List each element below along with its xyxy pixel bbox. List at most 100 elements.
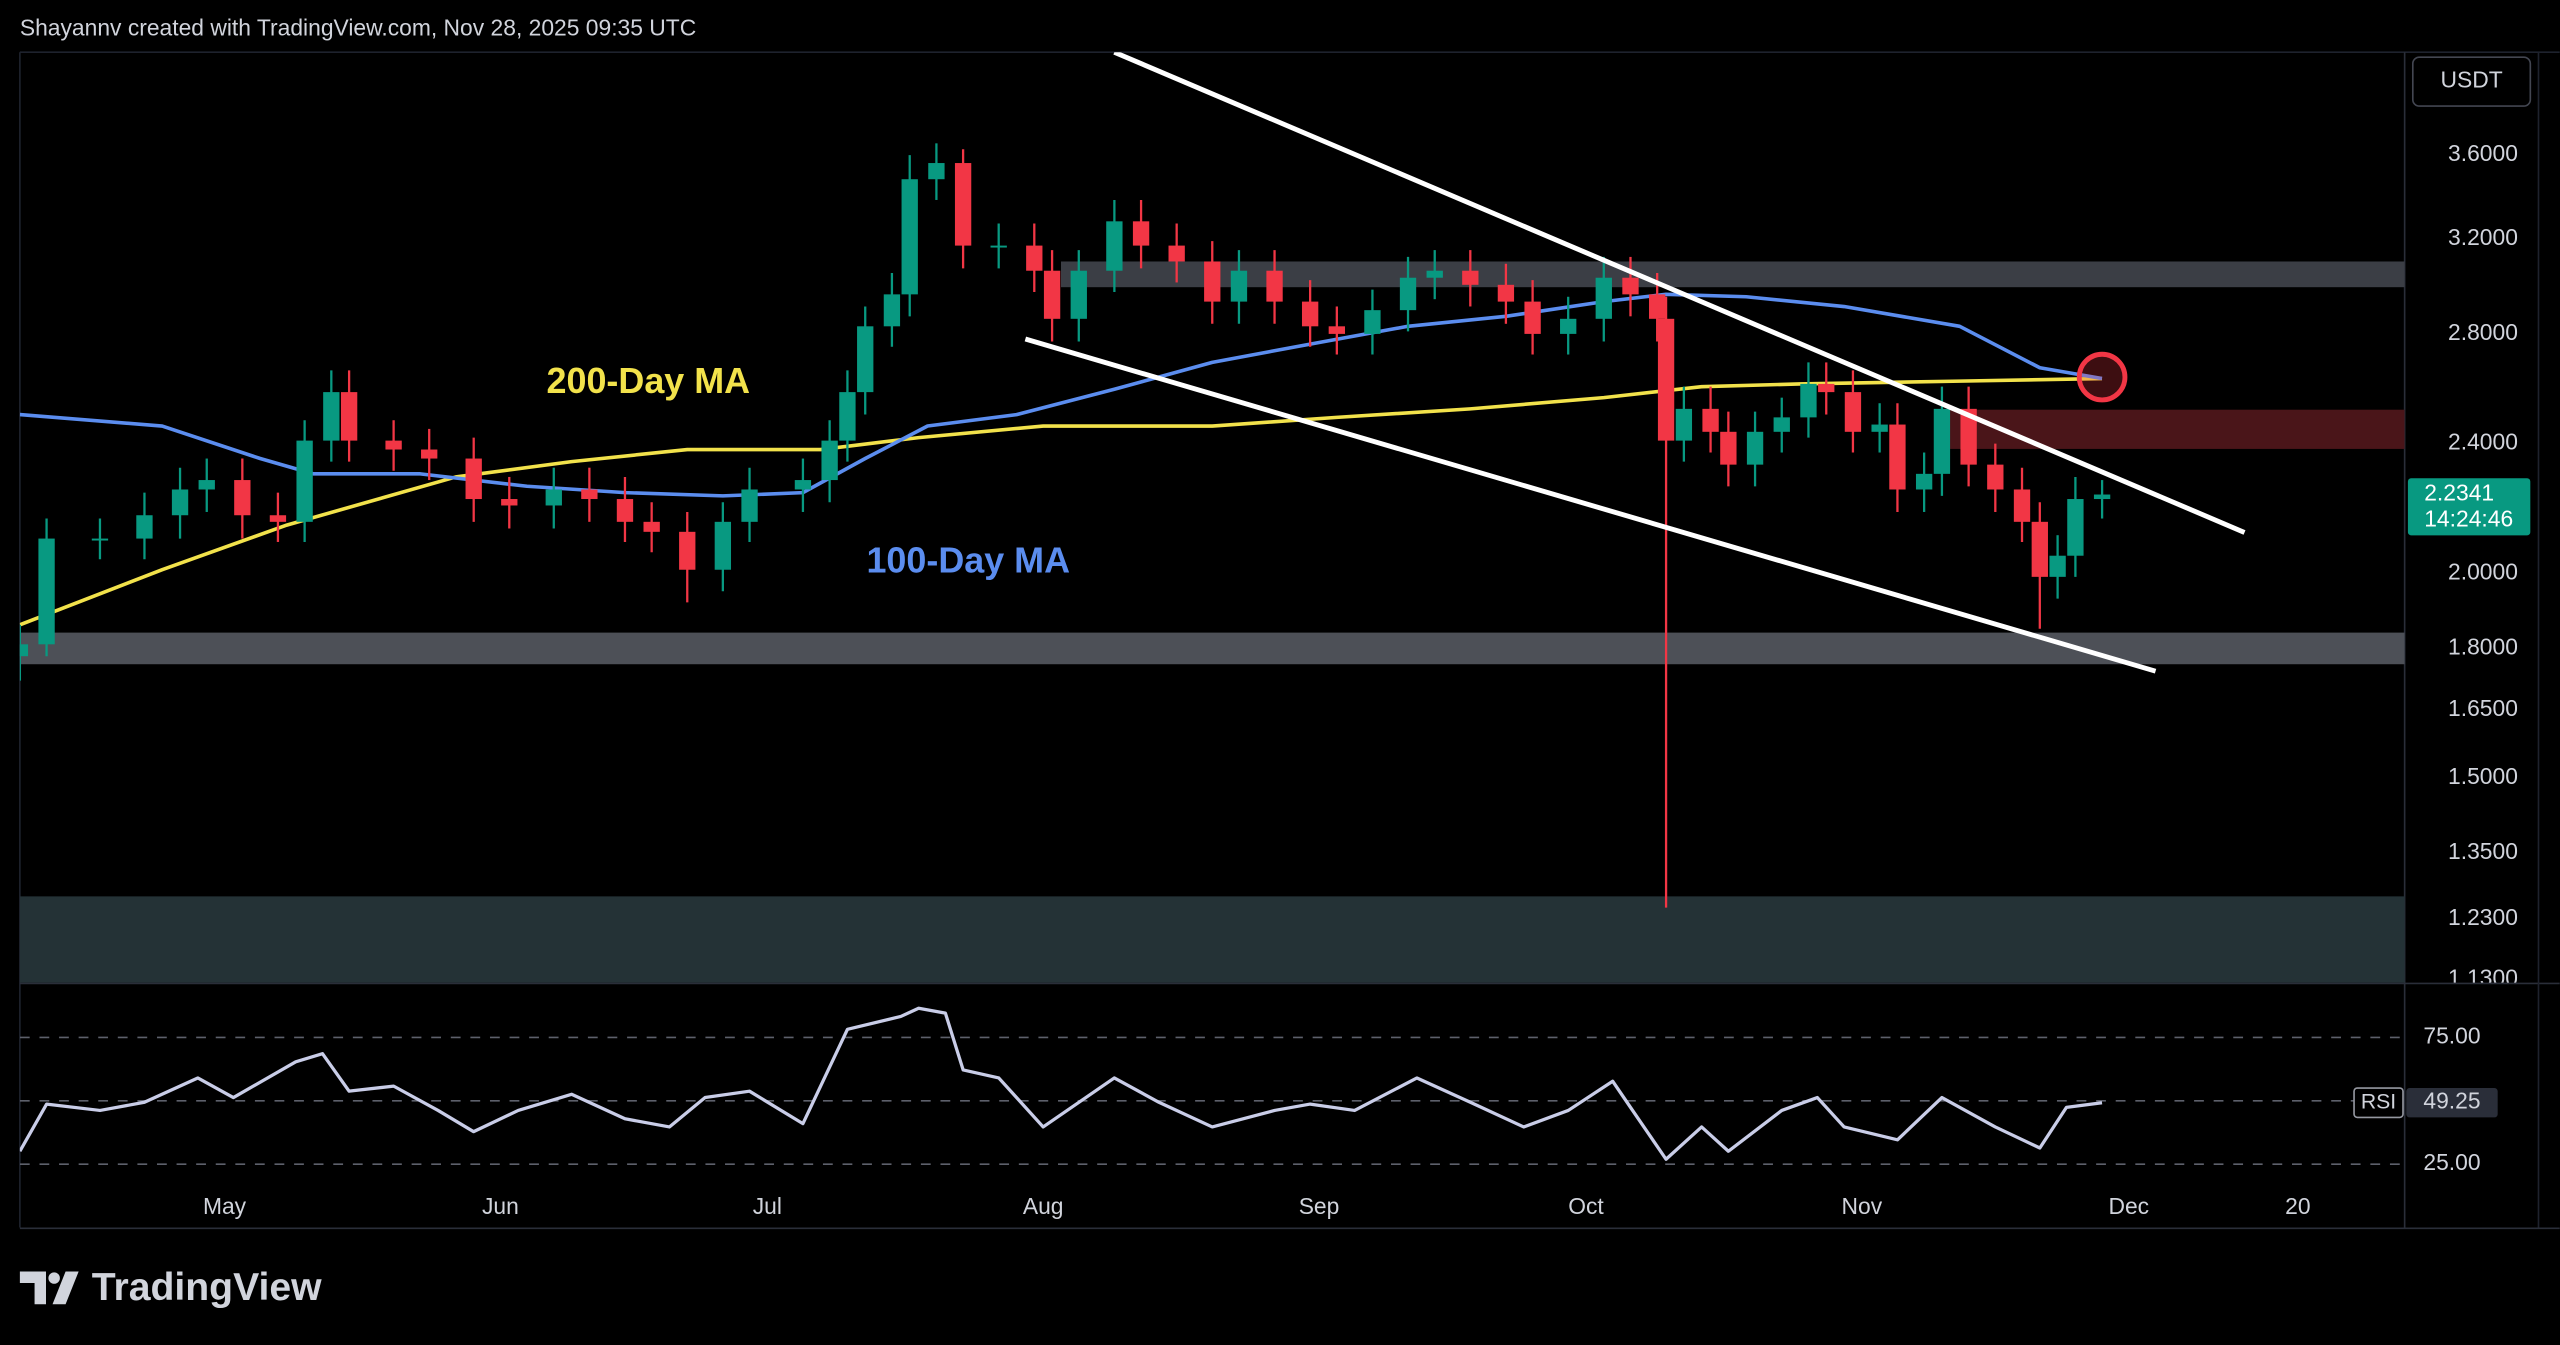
- candle-body: [545, 489, 562, 506]
- x-tick-label: May: [203, 1193, 247, 1219]
- candle-body: [2013, 489, 2031, 522]
- candle-body: [1399, 277, 1417, 311]
- candle-body: [901, 179, 918, 295]
- logo-shape: [19, 1271, 46, 1305]
- candle-body: [1132, 221, 1150, 246]
- rsi-line: [19, 1006, 2103, 1161]
- candle-body: [234, 480, 251, 516]
- candle-body: [2067, 499, 2084, 556]
- candle-body: [741, 489, 758, 522]
- candle-body: [2093, 494, 2111, 500]
- y-tick-label: 2.4000: [2448, 429, 2518, 455]
- candle-body: [2049, 555, 2066, 577]
- candle-body: [954, 163, 972, 246]
- candle-body: [501, 499, 518, 506]
- candle-body: [643, 521, 660, 532]
- candle-body: [616, 499, 634, 522]
- currency: USDT: [2440, 67, 2502, 93]
- candle-body: [198, 480, 215, 490]
- rsi-name: RSI: [2361, 1090, 2396, 1113]
- brand-logo: [19, 1271, 79, 1305]
- candle-body: [1266, 270, 1283, 302]
- candle-body: [1230, 270, 1248, 302]
- candle-body: [1844, 392, 1862, 432]
- y-tick-label: 3.2000: [2448, 224, 2518, 250]
- moving-average: [19, 376, 2103, 627]
- candle-body: [1915, 473, 1933, 490]
- candle-body: [465, 458, 482, 500]
- price-pane: [19, 52, 2405, 983]
- candle-body: [340, 392, 358, 441]
- last-price: 2.2341: [2424, 480, 2494, 506]
- y-tick-label: 1.8000: [2448, 633, 2518, 659]
- y-tick-label: 1.5000: [2448, 763, 2518, 789]
- candle-body: [1987, 464, 2004, 490]
- rsi-value-box: [2406, 1088, 2498, 1118]
- zone: [1941, 409, 2405, 449]
- x-tick-label: Oct: [1568, 1193, 1604, 1219]
- candle-body: [91, 538, 109, 541]
- x-tick-label: Aug: [1023, 1193, 1064, 1219]
- trendline: [1024, 336, 2157, 674]
- candle-body: [1818, 383, 1835, 393]
- candle-body: [883, 294, 901, 327]
- candle-body: [1204, 261, 1221, 302]
- price-axis: 3.6000 3.2000 2.8000 2.4000 2.0000 1.8000 1.65…: [2448, 140, 2518, 991]
- candle-body: [1070, 270, 1087, 319]
- legend-label: 200-Day MA: [547, 360, 751, 401]
- candle-body: [714, 521, 732, 570]
- candle-body: [1675, 408, 1693, 441]
- rsi-name-box: [2353, 1087, 2404, 1119]
- x-tick-label: Dec: [2108, 1193, 2149, 1219]
- candle-body: [1649, 294, 1666, 319]
- brand: TradingView: [92, 1266, 322, 1309]
- marker: [2076, 351, 2128, 403]
- trendline: [1113, 52, 2246, 535]
- candle-body: [821, 440, 838, 481]
- header: Shayannv created with TradingView.com, N…: [20, 14, 696, 40]
- y-tick-label: 1.3500: [2448, 838, 2518, 864]
- x-tick-label: 20: [2285, 1193, 2310, 1219]
- candle-body: [385, 440, 402, 450]
- candle-body: [1168, 245, 1185, 262]
- rsi-tick-label: 25.00: [2423, 1149, 2480, 1175]
- candle-body: [794, 480, 812, 490]
- last-price-box: [2407, 478, 2531, 536]
- candle-body: [1364, 310, 1381, 334]
- candle-body: [1497, 284, 1515, 302]
- candle-body: [1426, 270, 1443, 278]
- candle-body: [1301, 301, 1319, 327]
- candle-body: [323, 392, 340, 441]
- candle-body: [1889, 424, 1906, 490]
- candle-body: [1043, 270, 1061, 319]
- candle-body: [2031, 521, 2048, 577]
- rsi-tick-label: 75.00: [2423, 1022, 2480, 1048]
- candle-body: [1462, 270, 1479, 285]
- candle-body: [928, 163, 945, 180]
- candle-body: [38, 538, 55, 645]
- legend-label: 100-Day MA: [866, 540, 1070, 581]
- candle-body: [857, 326, 874, 393]
- candle-body: [990, 245, 1007, 248]
- candle-body: [136, 515, 153, 539]
- y-tick-label: 1.1300: [2448, 965, 2518, 991]
- candle-body: [1800, 383, 1817, 418]
- zone: [19, 896, 2405, 983]
- candle-body: [269, 515, 287, 522]
- currency-box: [2411, 56, 2532, 107]
- candle-body: [1871, 424, 1888, 432]
- candle-body: [1524, 301, 1541, 334]
- y-tick-label: 2.0000: [2448, 558, 2518, 584]
- candle-body: [1657, 318, 1675, 441]
- zone: [1060, 261, 2405, 288]
- y-tick-label: 1.2300: [2448, 904, 2518, 930]
- logo-shape: [52, 1271, 79, 1305]
- rsi-pane: [19, 1006, 2405, 1165]
- candle-body: [1026, 245, 1043, 271]
- x-tick-label: Sep: [1299, 1193, 1340, 1219]
- candle-body: [581, 489, 598, 500]
- candle-body: [1702, 408, 1719, 432]
